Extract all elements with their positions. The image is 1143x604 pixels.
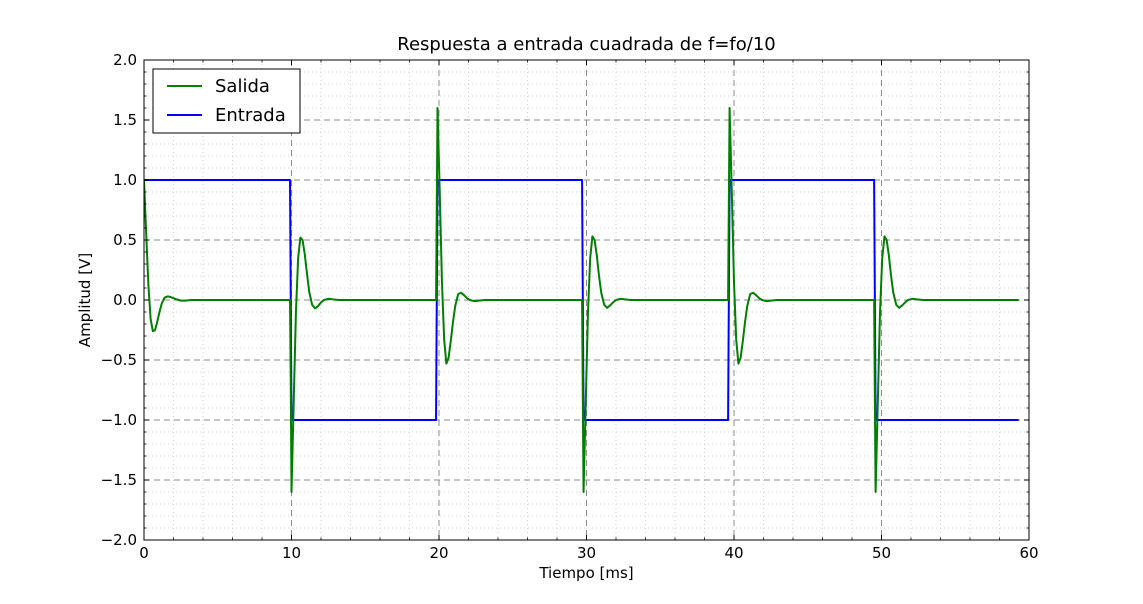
x-tick-label: 60 xyxy=(1019,544,1038,562)
legend: Salida Entrada xyxy=(153,69,300,133)
y-axis-label: Amplitud [V] xyxy=(76,253,94,347)
legend-label: Entrada xyxy=(215,105,286,126)
legend-label: Salida xyxy=(215,76,270,97)
x-tick-label: 0 xyxy=(139,544,149,562)
chart-title: Respuesta a entrada cuadrada de f=fo/10 xyxy=(144,34,1029,55)
y-tick-label: 2.0 xyxy=(113,51,137,69)
y-tick-label: 1.0 xyxy=(113,171,137,189)
y-tick-label: −1.0 xyxy=(101,411,137,429)
x-tick-label: 40 xyxy=(724,544,743,562)
y-tick-label: 1.5 xyxy=(113,111,137,129)
y-tick-label: −0.5 xyxy=(101,351,137,369)
y-tick-label: −2.0 xyxy=(101,531,137,549)
x-tick-label: 10 xyxy=(282,544,301,562)
y-tick-label: 0.0 xyxy=(113,291,137,309)
x-tick-label: 30 xyxy=(577,544,596,562)
x-axis-label: Tiempo [ms] xyxy=(144,564,1029,582)
x-tick-label: 50 xyxy=(872,544,891,562)
y-tick-label: −1.5 xyxy=(101,471,137,489)
x-tick-label: 20 xyxy=(429,544,448,562)
y-tick-label: 0.5 xyxy=(113,231,137,249)
